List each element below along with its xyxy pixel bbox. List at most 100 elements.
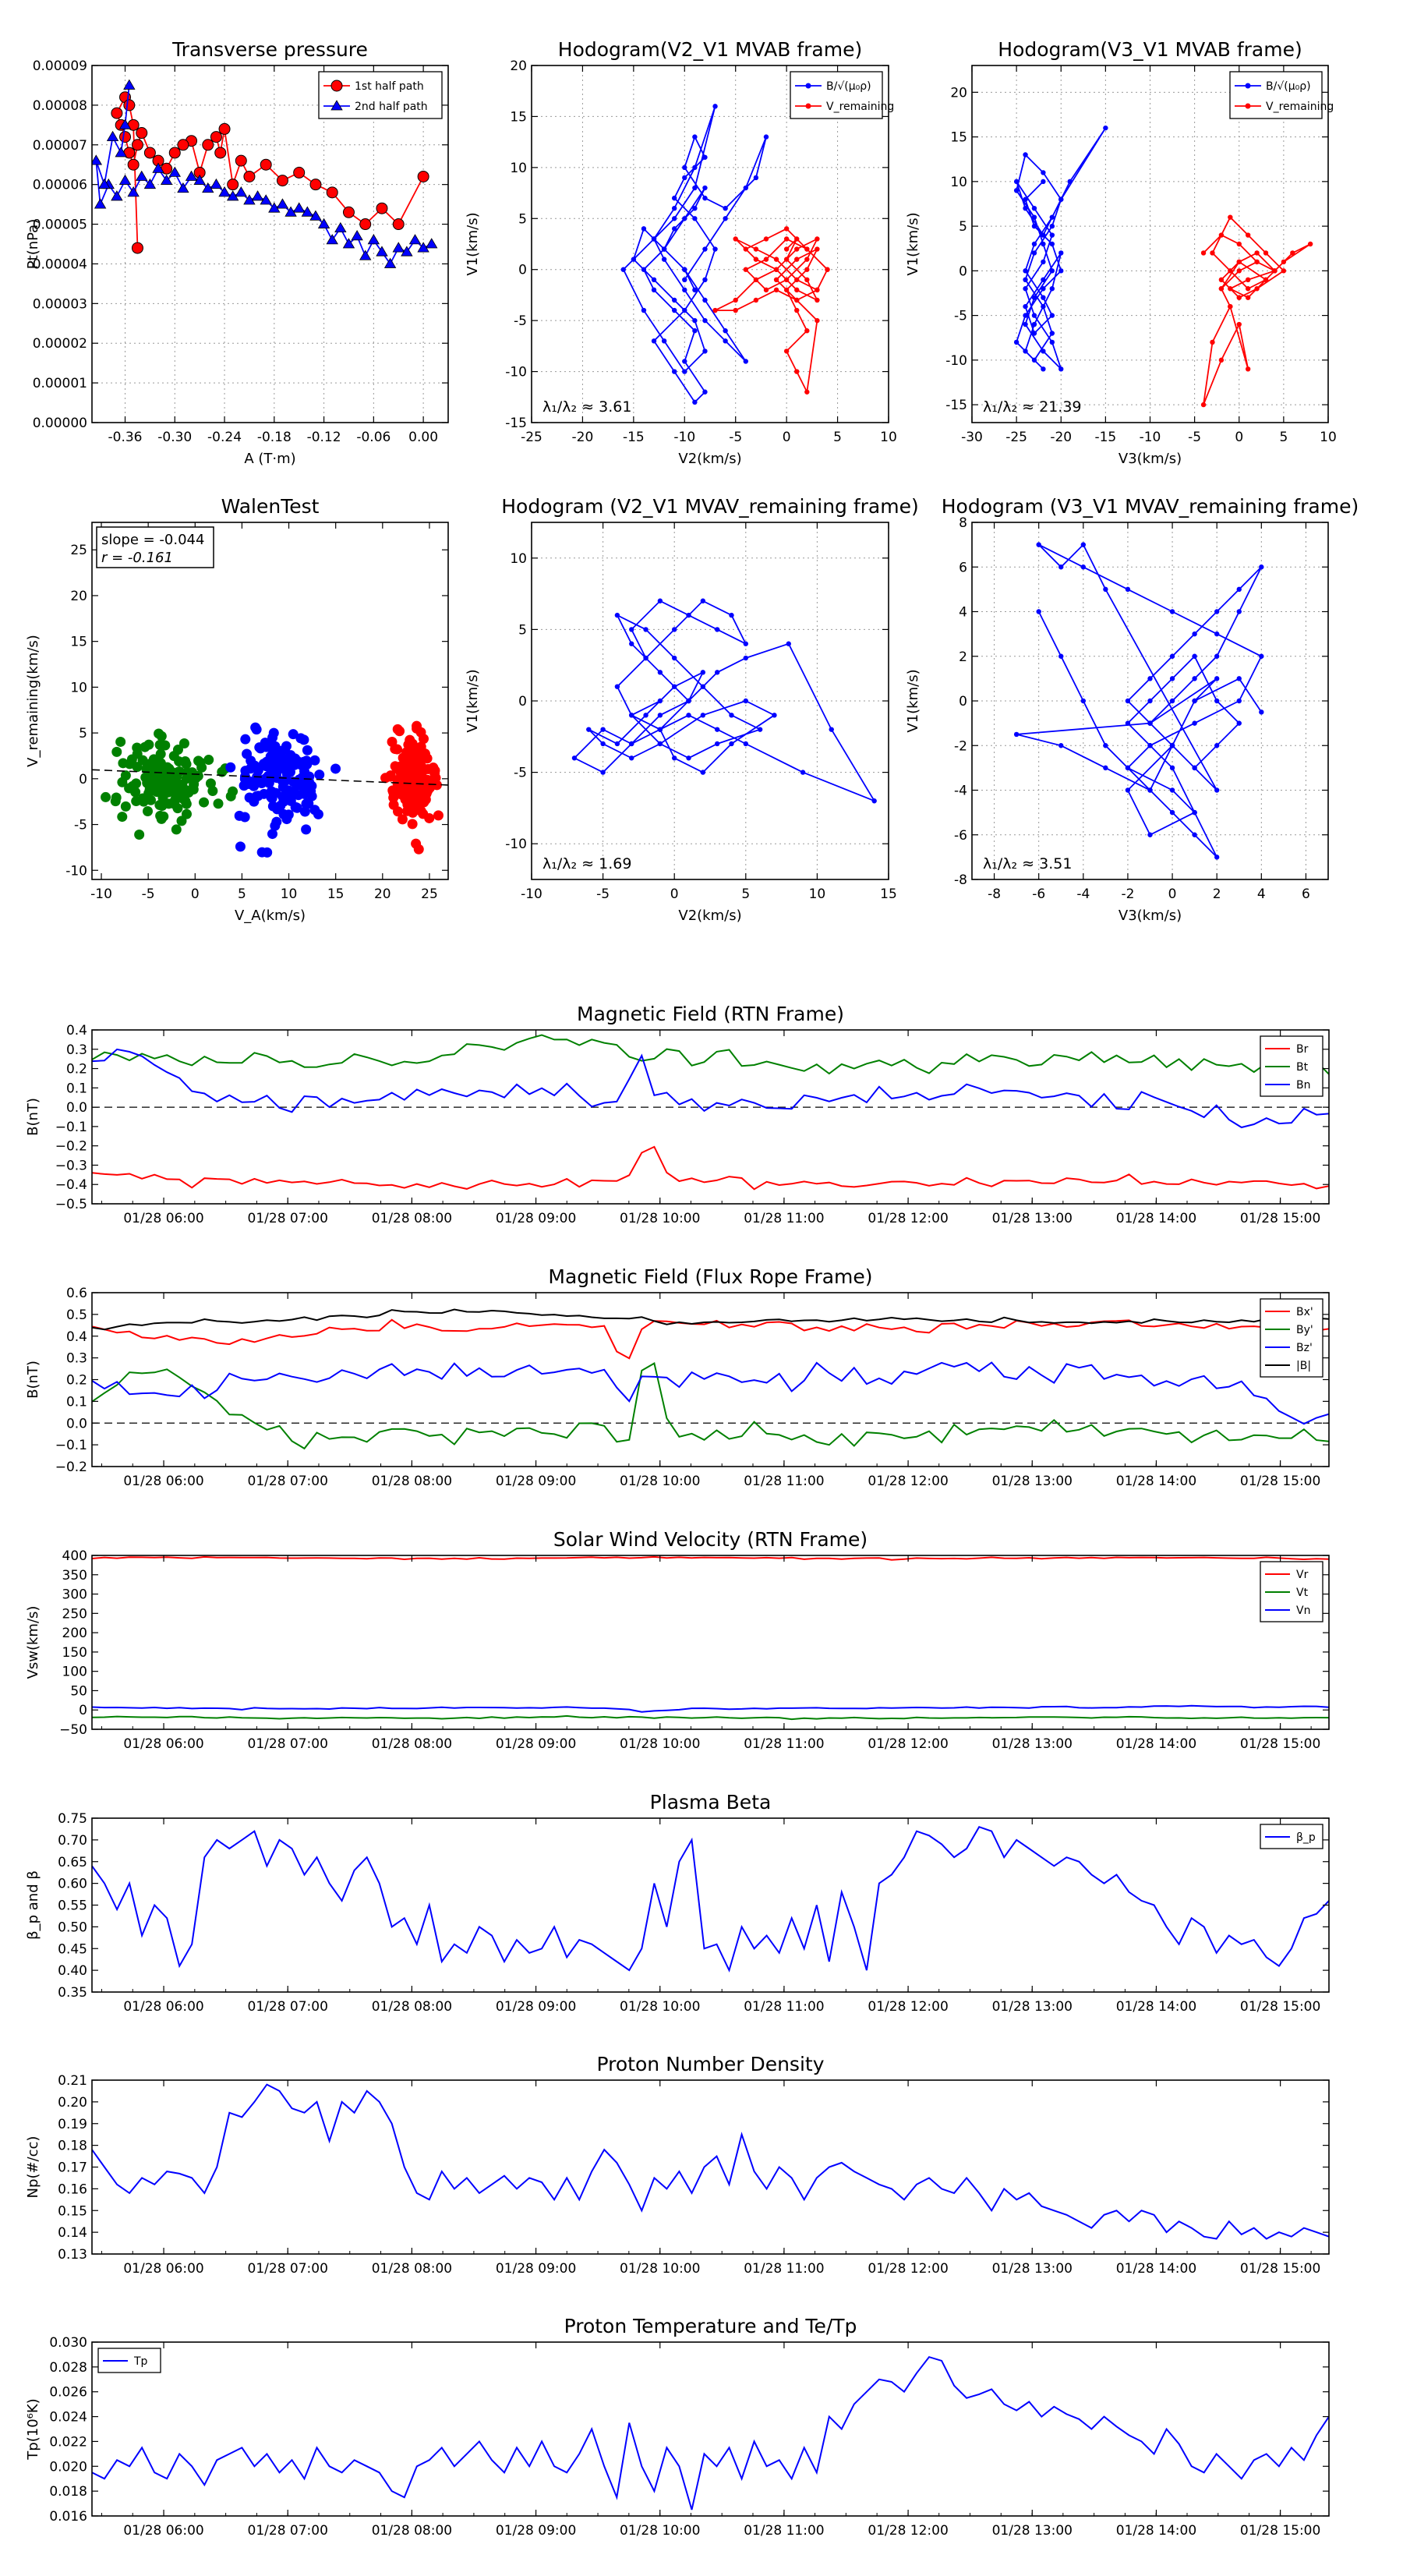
walen-point bbox=[154, 728, 164, 739]
x-tick-label: -8 bbox=[988, 886, 1001, 902]
walen-point bbox=[239, 773, 250, 784]
plot-area bbox=[92, 1308, 1329, 1450]
data-point bbox=[657, 727, 663, 732]
data-point bbox=[783, 246, 790, 252]
y-tick-label: 400 bbox=[62, 1548, 87, 1564]
y-tick-label: 20 bbox=[70, 589, 87, 604]
data-point bbox=[702, 154, 708, 160]
data-point bbox=[753, 297, 759, 303]
walen-point bbox=[287, 752, 298, 763]
data-point bbox=[763, 236, 769, 242]
data-point bbox=[1058, 653, 1064, 659]
data-point bbox=[1210, 339, 1215, 345]
data-point bbox=[702, 195, 708, 201]
chart-tp: 01/28 06:00 01/28 07:00 01/28 08:00 01/28 0… bbox=[25, 2315, 1330, 2539]
walen-point bbox=[299, 806, 310, 817]
data-point bbox=[326, 234, 338, 245]
data-point bbox=[123, 79, 136, 90]
data-point bbox=[714, 727, 720, 732]
chart-title: Hodogram (V3_V1 MVAV_remaining frame) bbox=[942, 495, 1359, 518]
walen-point bbox=[269, 759, 280, 770]
data-point bbox=[351, 230, 363, 241]
data-point bbox=[829, 727, 834, 732]
walen-point bbox=[256, 847, 267, 858]
data-point bbox=[686, 713, 691, 718]
legend-label: Vr bbox=[1296, 1569, 1309, 1581]
y-tick-label: -10 bbox=[945, 353, 967, 369]
axes-frame bbox=[91, 2079, 1330, 2255]
data-point bbox=[326, 186, 338, 199]
data-point bbox=[702, 389, 708, 395]
legend-marker bbox=[330, 100, 343, 111]
data-point bbox=[235, 186, 247, 197]
x-tick-label: -0.12 bbox=[307, 430, 341, 445]
data-point bbox=[783, 349, 790, 354]
legend-label: β_p bbox=[1296, 1831, 1316, 1844]
walen-point bbox=[239, 812, 250, 823]
data-point bbox=[1023, 152, 1028, 157]
data-point bbox=[131, 139, 143, 151]
time-tick-label: 01/28 12:00 bbox=[868, 2523, 948, 2539]
legend-label: 2nd half path bbox=[355, 101, 428, 113]
data-point bbox=[1013, 188, 1020, 193]
data-point bbox=[702, 317, 708, 324]
walen-point bbox=[143, 739, 154, 750]
legend: Tp bbox=[97, 2348, 161, 2373]
time-tick-label: 01/28 10:00 bbox=[620, 1736, 700, 1752]
chart-pt: -0.36 -0.30 -0.24 -0.18 -0.12 -0.06 0.00 0.0000… bbox=[25, 38, 449, 467]
data-point bbox=[1058, 250, 1064, 256]
data-point bbox=[1125, 787, 1131, 793]
chart-title: Magnetic Field (RTN Frame) bbox=[577, 1003, 844, 1025]
walen-point bbox=[178, 738, 189, 748]
axes-frame bbox=[531, 522, 889, 880]
time-tick-label: 01/28 09:00 bbox=[496, 2261, 576, 2277]
slope-label: slope = -0.044 bbox=[101, 532, 204, 548]
data-point bbox=[641, 267, 647, 272]
x-tick-label: -15 bbox=[623, 430, 645, 445]
data-point bbox=[641, 226, 647, 232]
y-tick-label: 0.020 bbox=[49, 2459, 87, 2475]
legend-label: Bx' bbox=[1296, 1306, 1313, 1318]
time-tick-label: 01/28 07:00 bbox=[248, 1474, 328, 1489]
y-tick-label: 0.2 bbox=[66, 1373, 87, 1389]
walen-point bbox=[132, 762, 143, 773]
data-point bbox=[773, 267, 779, 272]
y-tick-label: 0.00002 bbox=[33, 336, 87, 352]
data-point bbox=[276, 198, 289, 209]
data-point bbox=[276, 175, 288, 187]
walen-point bbox=[176, 816, 187, 826]
data-point bbox=[629, 713, 634, 718]
y-tick-label: 0.1 bbox=[66, 1394, 87, 1410]
walen-point bbox=[330, 763, 341, 774]
time-tick-label: 01/28 06:00 bbox=[123, 1211, 203, 1226]
data-point bbox=[235, 154, 247, 167]
data-point bbox=[1103, 765, 1108, 771]
y-tick-label: 0.15 bbox=[58, 2203, 87, 2219]
data-point bbox=[1214, 698, 1220, 704]
series-line-Vt bbox=[92, 1714, 1329, 1721]
data-point bbox=[1031, 206, 1037, 211]
x-tick-label: -5 bbox=[1188, 430, 1201, 445]
data-point bbox=[1023, 321, 1028, 327]
y-tick-label: 0.028 bbox=[49, 2360, 87, 2376]
axes-frame bbox=[91, 1817, 1330, 1993]
data-point bbox=[1214, 653, 1220, 659]
data-point bbox=[284, 206, 297, 217]
data-point bbox=[682, 165, 687, 171]
y-tick-label: 0.00001 bbox=[33, 376, 87, 391]
chart-title: Proton Number Density bbox=[597, 2053, 825, 2075]
data-point bbox=[1013, 731, 1020, 738]
data-point bbox=[1192, 720, 1197, 726]
data-point bbox=[773, 287, 779, 293]
legend-marker bbox=[1245, 103, 1251, 109]
walen-point bbox=[143, 787, 154, 798]
plot-area bbox=[92, 1555, 1329, 1721]
data-point bbox=[682, 267, 687, 272]
data-point bbox=[1214, 787, 1220, 793]
legend-marker bbox=[330, 80, 343, 92]
chart-title: Hodogram (V2_V1 MVAV_remaining frame) bbox=[501, 495, 919, 518]
data-point bbox=[1259, 564, 1264, 570]
data-point bbox=[177, 139, 189, 151]
data-point bbox=[1169, 676, 1175, 681]
time-tick-label: 01/28 08:00 bbox=[372, 1474, 452, 1489]
